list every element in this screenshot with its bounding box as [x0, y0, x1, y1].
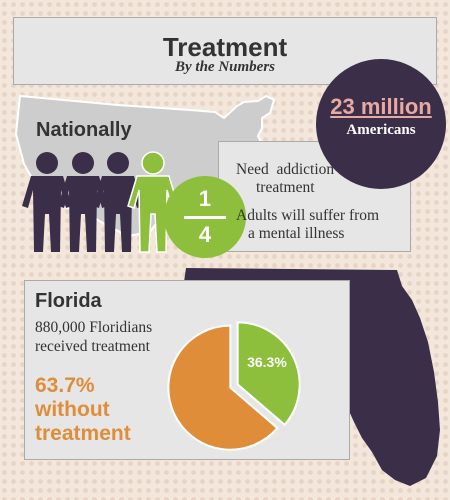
received-line-1: 880,000 Floridians — [35, 319, 153, 336]
person-icon-3 — [93, 152, 143, 252]
pie-label-treated: 36.3% — [247, 354, 287, 370]
addiction-line-1: Need addiction — [236, 161, 335, 178]
addiction-line-2: treatment — [256, 179, 315, 196]
count-circle — [316, 59, 446, 189]
nationally-label: Nationally — [36, 119, 132, 141]
count-value: 23 million — [330, 94, 432, 119]
florida-label: Florida — [35, 290, 102, 312]
fraction-denominator: 4 — [198, 222, 212, 247]
pie-slice-untreated — [167, 324, 279, 451]
without-line-3: treatment — [35, 422, 131, 445]
without-line-2: without — [35, 398, 110, 421]
without-line-1: 63.7% — [35, 374, 95, 397]
pie-slice-treated — [236, 321, 301, 427]
person-icon-2 — [58, 152, 108, 252]
without-treatment-text: 63.7% without treatment — [35, 374, 131, 446]
count-label: Americans — [346, 122, 416, 138]
mental-line-2: a mental illness — [248, 225, 345, 242]
received-line-2: received treatment — [35, 338, 150, 355]
page-title: Treatment — [162, 32, 288, 62]
addiction-text: Need addiction treatment — [236, 161, 334, 197]
person-icon-highlighted — [127, 151, 179, 253]
page-subtitle: By the Numbers — [174, 59, 275, 75]
title-panel — [13, 17, 437, 85]
fraction-bar — [184, 216, 226, 219]
mental-line-1: Adults will suffer from — [236, 207, 380, 224]
mental-illness-text: Adults will suffer from a mental illness — [236, 207, 379, 243]
received-text: 880,000 Floridians received treatment — [35, 318, 152, 356]
person-icon-1 — [22, 152, 72, 252]
fraction-numerator: 1 — [198, 186, 212, 211]
